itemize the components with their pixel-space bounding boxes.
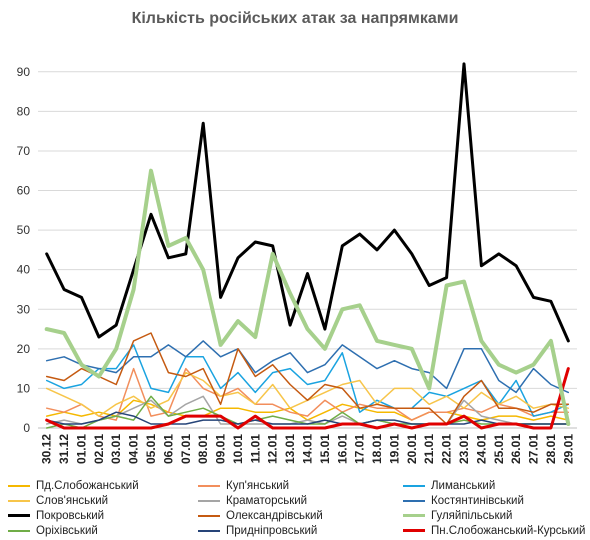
x-tick-label: 18.01 — [370, 434, 384, 464]
legend-label: Оріхівський — [36, 525, 98, 537]
x-tick-label: 03.01 — [109, 434, 123, 464]
y-tick-label: 0 — [23, 421, 30, 435]
legend-label: Куп'янський — [226, 480, 290, 492]
legend: Пд.Слобожанський Куп'янський Лиманський Сло… — [8, 479, 588, 539]
x-tick-label: 06.01 — [161, 434, 175, 464]
series-line — [44, 168, 571, 426]
legend-label: Гуляйпільський — [431, 510, 513, 522]
legend-swatch — [8, 499, 30, 502]
x-tick-label: 09.01 — [214, 434, 228, 464]
legend-swatch — [403, 514, 425, 518]
series-line — [45, 332, 570, 425]
legend-label: Покровський — [36, 510, 105, 522]
x-tick-label: 25.01 — [492, 434, 506, 464]
x-tick-label: 23.01 — [457, 434, 471, 464]
legend-swatch — [198, 514, 220, 517]
x-tick-label: 30.12 — [40, 434, 54, 464]
legend-item: Пн.Слобожанський-Курський — [403, 524, 585, 539]
legend-item: Краматорський — [198, 494, 307, 509]
legend-label: Лиманський — [431, 480, 496, 492]
y-tick-label: 90 — [17, 65, 31, 79]
series-line — [45, 340, 570, 394]
legend-swatch — [403, 499, 425, 502]
x-tick-label: 19.01 — [387, 434, 401, 464]
legend-item: Слов'янський — [8, 494, 108, 509]
chart-title: Кількість російських атак за напрямками — [131, 10, 459, 27]
x-tick-label: 26.01 — [509, 434, 523, 464]
x-tick-label: 24.01 — [474, 434, 488, 464]
x-tick-label: 12.01 — [266, 434, 280, 464]
series-line — [45, 411, 570, 425]
legend-swatch — [198, 499, 220, 502]
x-tick-label: 01.01 — [74, 434, 88, 464]
x-tick-label: 04.01 — [127, 434, 141, 464]
x-tick-label: 14.01 — [301, 434, 315, 464]
legend-item: Покровський — [8, 509, 104, 524]
x-tick-label: 10.01 — [231, 434, 245, 464]
legend-item: Оріхівський — [8, 524, 98, 539]
legend-item: Куп'янський — [198, 479, 289, 494]
y-tick-label: 10 — [17, 381, 31, 395]
x-tick-label: 28.01 — [544, 434, 558, 464]
y-tick-label: 50 — [17, 223, 31, 237]
x-tick-label: 16.01 — [335, 434, 349, 464]
legend-swatch — [403, 484, 425, 487]
x-tick-label: 29.01 — [561, 434, 575, 464]
y-tick-label: 20 — [17, 342, 31, 356]
legend-label: Придніпровський — [226, 525, 318, 537]
legend-item: Гуляйпільський — [403, 509, 512, 524]
x-tick-label: 07.01 — [179, 434, 193, 464]
x-tick-label: 02.01 — [92, 434, 106, 464]
x-tick-label: 22.01 — [440, 434, 454, 464]
legend-item: Пд.Слобожанський — [8, 479, 139, 494]
legend-item: Олександрівський — [198, 509, 323, 524]
legend-label: Краматорський — [226, 495, 308, 507]
series-line — [45, 367, 570, 421]
series-line — [45, 395, 570, 425]
legend-item: Придніпровський — [198, 524, 317, 539]
legend-item: Лиманський — [403, 479, 495, 494]
legend-swatch — [198, 484, 220, 487]
x-tick-label: 20.01 — [405, 434, 419, 464]
legend-label: Костянтинівський — [431, 495, 524, 507]
x-tick-label: 15.01 — [318, 434, 332, 464]
legend-label: Пн.Слобожанський-Курський — [431, 525, 586, 537]
y-tick-label: 70 — [17, 144, 31, 158]
x-tick-label: 21.01 — [422, 434, 436, 464]
series-line — [45, 399, 570, 421]
series-line — [45, 62, 570, 343]
legend-swatch — [8, 484, 30, 487]
y-tick-label: 60 — [17, 184, 31, 198]
legend-swatch — [8, 514, 30, 518]
legend-label: Слов'янський — [36, 495, 109, 507]
x-tick-label: 11.01 — [248, 434, 262, 464]
x-tick-label: 05.01 — [144, 434, 158, 464]
y-tick-label: 80 — [17, 104, 31, 118]
legend-label: Олександрівський — [226, 510, 323, 522]
legend-label: Пд.Слобожанський — [36, 480, 139, 492]
x-tick-label: 08.01 — [196, 434, 210, 464]
series-line — [45, 367, 570, 430]
x-tick-label: 31.12 — [57, 434, 71, 464]
x-tick-label: 27.01 — [527, 434, 541, 464]
legend-swatch — [8, 529, 30, 532]
legend-item: Костянтинівський — [403, 494, 524, 509]
x-tick-label: 17.01 — [353, 434, 367, 464]
x-tick-label: 13.01 — [283, 434, 297, 464]
legend-swatch — [403, 529, 425, 533]
y-tick-label: 40 — [17, 263, 31, 277]
legend-swatch — [198, 529, 220, 532]
y-tick-label: 30 — [17, 302, 31, 316]
